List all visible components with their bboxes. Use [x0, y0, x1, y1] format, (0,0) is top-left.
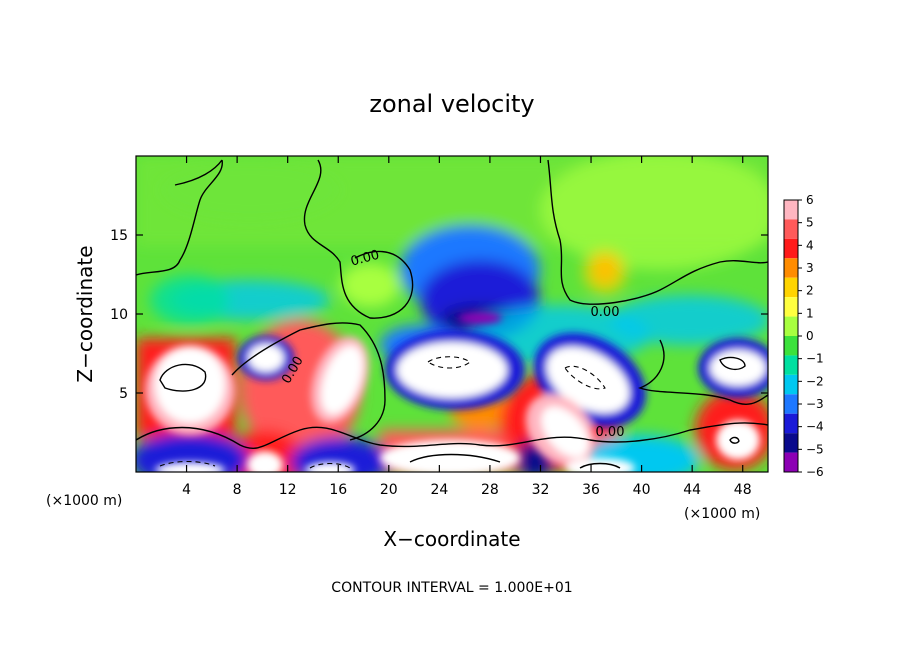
x-tick-label-0: 4 [182, 482, 191, 498]
x-tick-label-5: 24 [430, 482, 448, 498]
x-tick-label-3: 16 [329, 482, 347, 498]
colorbar-cell-3 [784, 258, 798, 278]
x-axis: 4 8 12 16 20 24 28 32 36 40 44 48 [182, 156, 752, 498]
velocity-field [136, 156, 768, 472]
x-tick-label-2: 12 [279, 482, 297, 498]
chart-title: zonal velocity [369, 90, 534, 118]
colorbar-label-4: 2 [806, 284, 814, 298]
colorbar-cell-6 [784, 316, 798, 336]
colorbar-cell-12 [784, 433, 798, 453]
x-tick-label-4: 20 [380, 482, 398, 498]
x-tick-label-10: 44 [683, 482, 701, 498]
colorbar-label-2: 4 [806, 238, 814, 252]
colorbar-label-12: −6 [806, 465, 824, 479]
x-tick-label-1: 8 [233, 482, 242, 498]
colorbar-cell-2 [784, 238, 798, 259]
y-axis: 5 10 15 [110, 228, 768, 402]
colorbar-cell-10 [784, 394, 798, 414]
x-axis-label: X−coordinate [383, 527, 520, 551]
x-unit-left: (×1000 m) [46, 493, 122, 509]
colorbar-cell-9 [784, 374, 798, 395]
colorbar-cell-11 [784, 413, 798, 434]
colorbar-cell-13 [784, 452, 798, 472]
colorbar-cell-7 [784, 336, 798, 356]
colorbar-label-10: −4 [806, 420, 824, 434]
colorbar-label-6: 0 [806, 329, 814, 343]
x-tick-label-7: 32 [532, 482, 550, 498]
y-tick-label-2: 15 [110, 228, 128, 244]
x-unit-right: (×1000 m) [684, 506, 760, 522]
colorbar-cell-0 [784, 200, 798, 220]
contour-label-1: 0.00 [591, 305, 620, 320]
colorbar-label-0: 6 [806, 193, 814, 207]
colorbar-cell-1 [784, 219, 798, 239]
y-axis-label: Z−coordinate [73, 245, 97, 382]
y-tick-label-0: 5 [119, 386, 128, 402]
contour-label-0: 0.00 [349, 248, 381, 270]
colorbar-label-11: −5 [806, 442, 824, 456]
contour-interval-note: CONTOUR INTERVAL = 1.000E+01 [331, 580, 572, 596]
x-tick-label-9: 40 [633, 482, 651, 498]
colorbar-label-1: 5 [806, 216, 814, 230]
x-tick-label-11: 48 [734, 482, 752, 498]
contour-label-3: 0.00 [596, 425, 625, 440]
colorbar-label-9: −3 [806, 397, 824, 411]
colorbar-label-8: −2 [806, 374, 824, 388]
colorbar-cell-4 [784, 277, 798, 298]
x-tick-label-6: 28 [481, 482, 499, 498]
colorbar-label-3: 3 [806, 261, 814, 275]
colorbar-label-7: −1 [806, 352, 824, 366]
colorbar-label-5: 1 [806, 306, 814, 320]
colorbar: 6 5 4 3 2 1 0 −1 −2 −3 −4 −5 −6 [783, 193, 824, 479]
x-tick-label-8: 36 [582, 482, 600, 498]
y-tick-label-1: 10 [110, 307, 128, 323]
colorbar-cell-8 [784, 355, 798, 375]
colorbar-cell-5 [784, 297, 798, 317]
